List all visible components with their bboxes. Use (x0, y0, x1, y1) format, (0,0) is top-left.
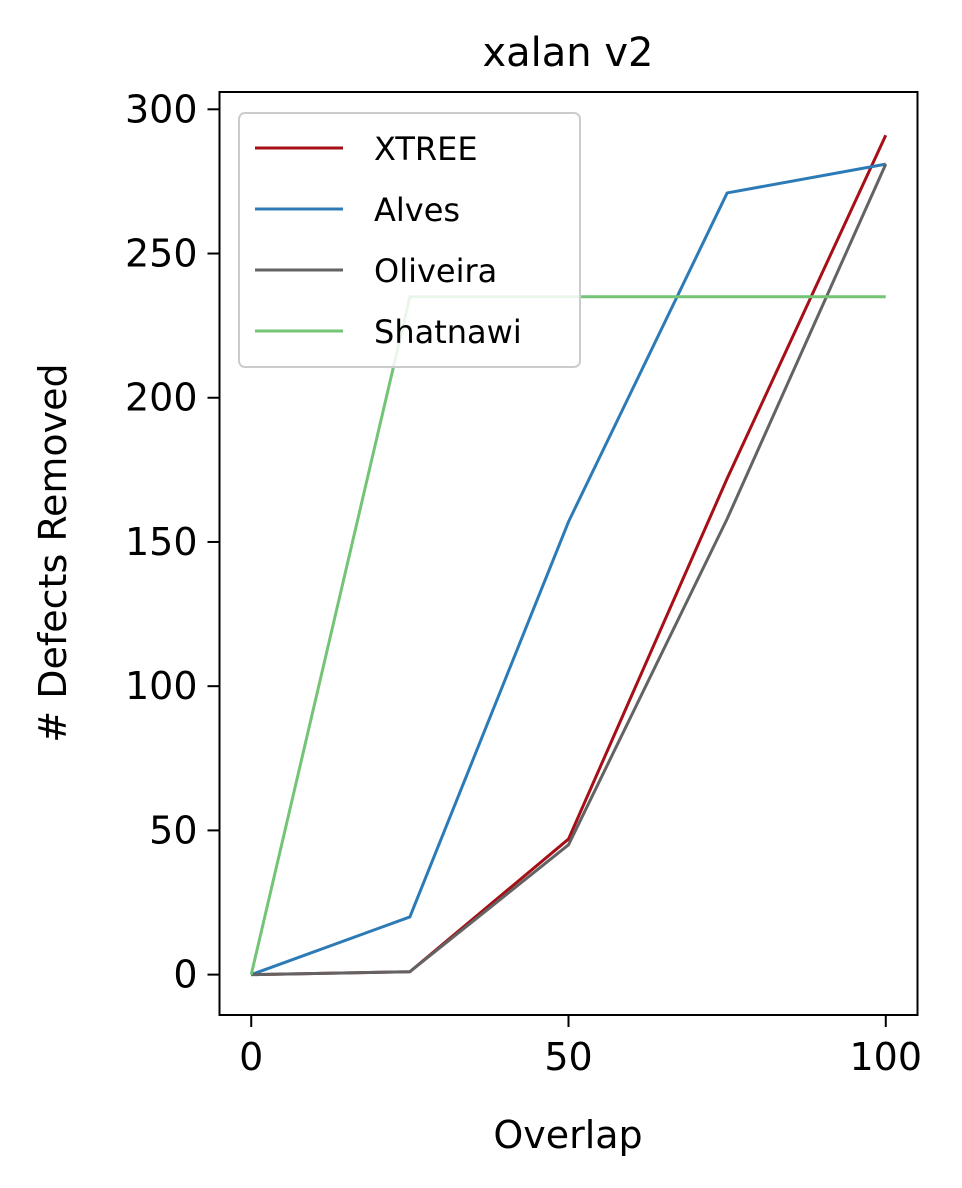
x-tick-label: 50 (544, 1035, 592, 1079)
legend-box (238, 112, 581, 368)
legend: XTREE Alves Oliveira Shatnawi (238, 112, 581, 368)
series-line-shatnawi (249, 295, 886, 975)
y-tick-label: 250 (125, 232, 198, 276)
y-axis: 0 50 100 150 200 250 300 (125, 87, 220, 997)
chart-title: xalan v2 (483, 30, 654, 76)
series-layer (249, 134, 888, 977)
y-tick-label: 100 (125, 664, 198, 708)
legend-label-oliveira: Oliveira (374, 252, 497, 290)
legend-label-xtree: XTREE (374, 130, 478, 168)
y-axis-title: # Defects Removed (31, 363, 75, 742)
y-tick-label: 50 (149, 808, 197, 852)
x-axis: 0 50 100 (239, 1015, 922, 1079)
y-tick-label: 300 (125, 87, 198, 131)
series-line-alves (250, 162, 887, 977)
legend-label-shatnawi: Shatnawi (374, 313, 522, 351)
x-tick-label: 100 (850, 1035, 923, 1079)
legend-label-alves: Alves (374, 191, 460, 229)
y-tick-label: 150 (125, 520, 198, 564)
x-axis-title: Overlap (493, 1113, 642, 1157)
y-tick-label: 0 (173, 953, 197, 997)
x-tick-label: 0 (239, 1035, 263, 1079)
y-tick-label: 200 (125, 376, 198, 420)
series-line-oliveira (251, 163, 888, 977)
